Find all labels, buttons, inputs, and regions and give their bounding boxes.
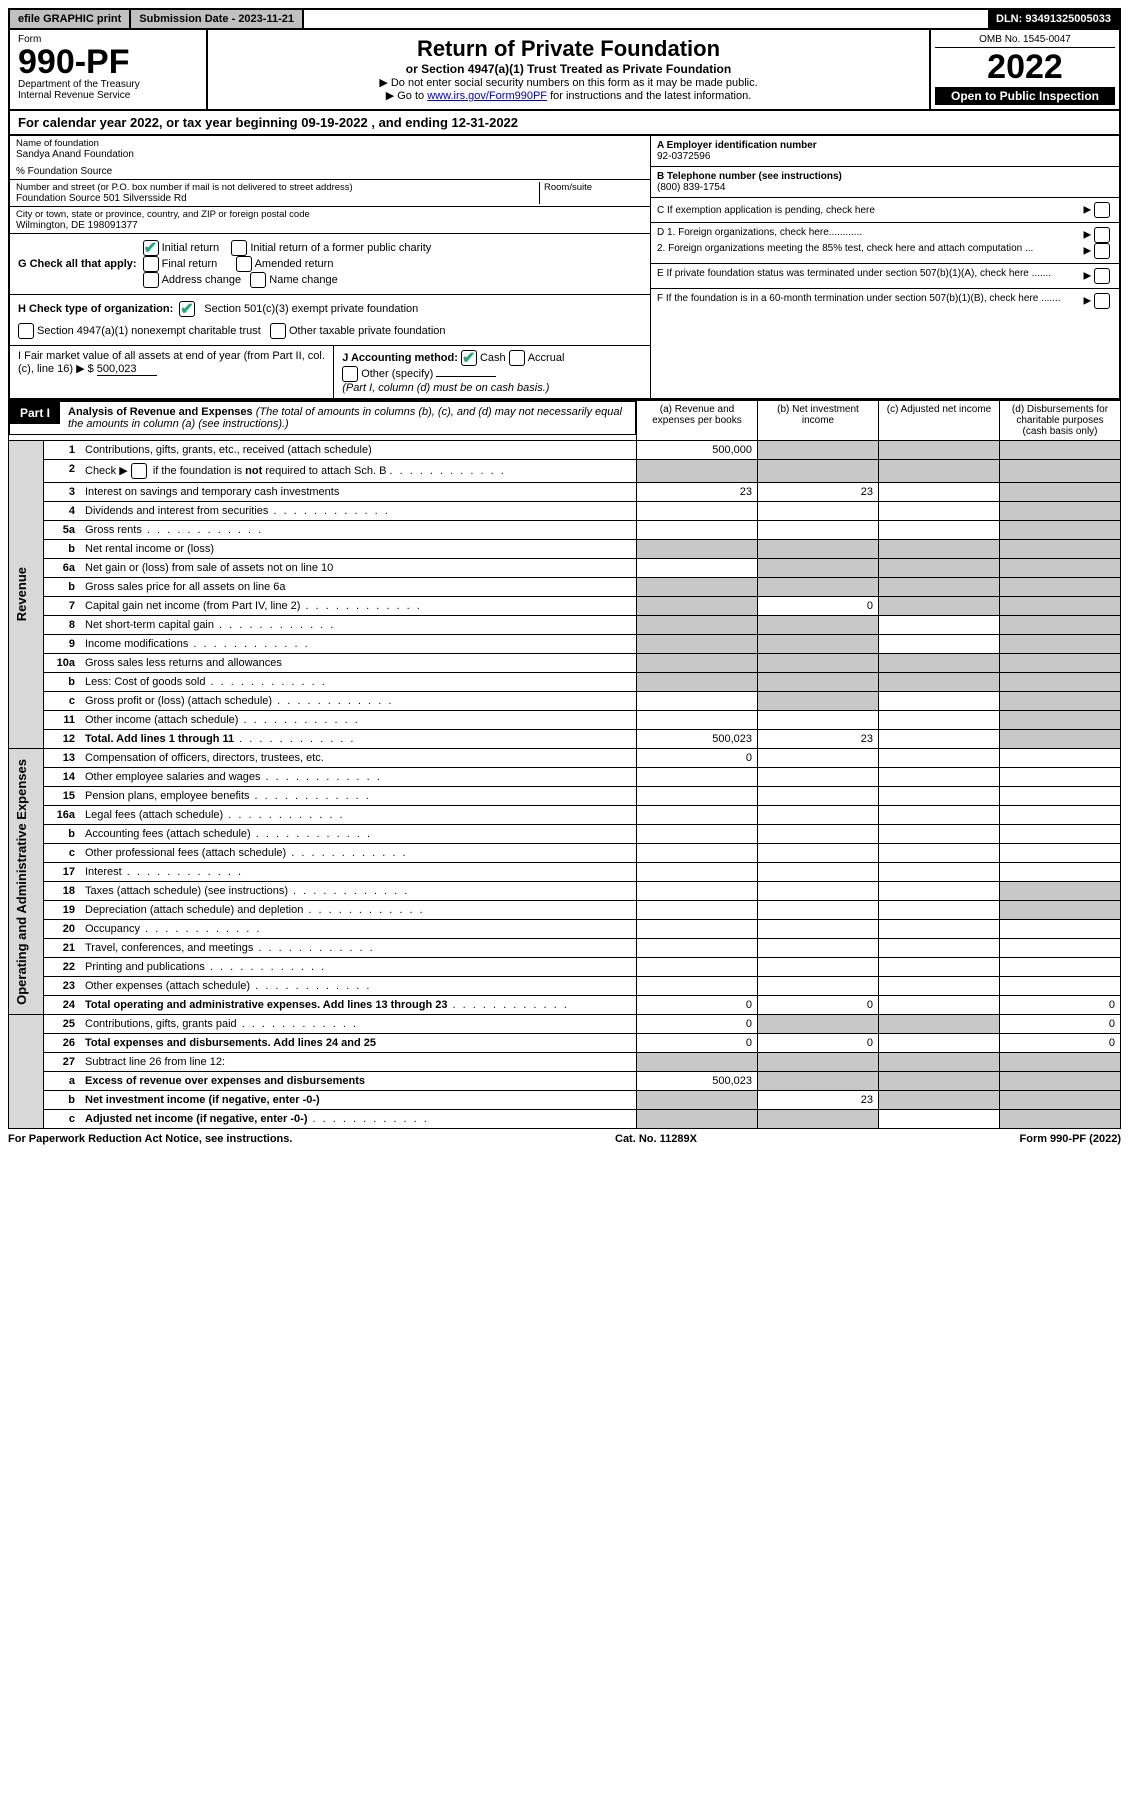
e-checkbox[interactable] [1094, 268, 1110, 284]
d2-checkbox[interactable] [1094, 243, 1110, 259]
e-label: E If private foundation status was termi… [657, 268, 1051, 284]
note2: ▶ Go to www.irs.gov/Form990PF for instru… [216, 89, 921, 102]
care-of: % Foundation Source [16, 166, 644, 177]
note1: ▶ Do not enter social security numbers o… [216, 76, 921, 89]
f-label: F If the foundation is in a 60-month ter… [657, 293, 1061, 309]
name-change-checkbox[interactable] [250, 272, 266, 288]
col-a: (a) Revenue and expenses per books [637, 401, 758, 441]
top-bar: efile GRAPHIC print Submission Date - 20… [8, 8, 1121, 30]
d1: D 1. Foreign organizations, check here..… [657, 227, 862, 243]
irs: Internal Revenue Service [18, 90, 198, 101]
col-b: (b) Net investment income [758, 401, 879, 441]
omb: OMB No. 1545-0047 [935, 34, 1115, 48]
dln: DLN: 93491325005033 [988, 10, 1119, 28]
j-label: J Accounting method: [342, 352, 458, 364]
submission-date: Submission Date - 2023-11-21 [131, 10, 304, 28]
name-label: Name of foundation [16, 138, 644, 149]
info-block: Name of foundation Sandya Anand Foundati… [8, 136, 1121, 400]
c-label: C If exemption application is pending, c… [657, 205, 875, 216]
form-ref: Form 990-PF (2022) [1020, 1133, 1121, 1145]
form-header: Form 990-PF Department of the Treasury I… [8, 30, 1121, 111]
final-return-checkbox[interactable] [143, 256, 159, 272]
address: Foundation Source 501 Silversside Rd [16, 193, 539, 204]
c-checkbox[interactable] [1094, 202, 1110, 218]
room-label: Room/suite [544, 182, 644, 193]
revenue-label: Revenue [14, 567, 29, 621]
city-label: City or town, state or province, country… [16, 209, 644, 220]
i-label: I Fair market value of all assets at end… [18, 350, 325, 375]
j-note: (Part I, column (d) must be on cash basi… [342, 382, 549, 394]
form-subtitle: or Section 4947(a)(1) Trust Treated as P… [216, 62, 921, 76]
phone: (800) 839-1754 [657, 182, 725, 193]
header-center: Return of Private Foundation or Section … [208, 30, 929, 109]
part1-table: Part I Analysis of Revenue and Expenses … [8, 400, 1121, 1129]
dept: Department of the Treasury [18, 79, 198, 90]
f-checkbox[interactable] [1094, 293, 1110, 309]
city: Wilmington, DE 198091377 [16, 220, 644, 231]
efile-label: efile GRAPHIC print [10, 10, 131, 28]
g-label: G Check all that apply: [18, 258, 137, 270]
a-label: A Employer identification number [657, 140, 817, 151]
form-number: 990-PF [18, 45, 198, 79]
ein: 92-0372596 [657, 151, 710, 162]
other-method-checkbox[interactable] [342, 366, 358, 382]
fmv-value: 500,023 [97, 363, 157, 376]
address-change-checkbox[interactable] [143, 272, 159, 288]
addr-label: Number and street (or P.O. box number if… [16, 182, 539, 193]
cash-checkbox[interactable] [461, 350, 477, 366]
d2: 2. Foreign organizations meeting the 85%… [657, 243, 1033, 259]
footer: For Paperwork Reduction Act Notice, see … [8, 1129, 1121, 1145]
col-d: (d) Disbursements for charitable purpose… [1000, 401, 1121, 441]
cal-year: For calendar year 2022, or tax year begi… [8, 111, 1121, 136]
d1-checkbox[interactable] [1094, 227, 1110, 243]
paperwork-notice: For Paperwork Reduction Act Notice, see … [8, 1133, 292, 1145]
schb-checkbox[interactable] [131, 463, 147, 479]
4947-checkbox[interactable] [18, 323, 34, 339]
header-left: Form 990-PF Department of the Treasury I… [10, 30, 208, 109]
amended-return-checkbox[interactable] [236, 256, 252, 272]
initial-former-checkbox[interactable] [231, 240, 247, 256]
opexp-label: Operating and Administrative Expenses [14, 759, 29, 1005]
b-label: B Telephone number (see instructions) [657, 171, 842, 182]
h-label: H Check type of organization: [18, 303, 173, 315]
other-taxable-checkbox[interactable] [270, 323, 286, 339]
open-inspection: Open to Public Inspection [935, 87, 1115, 105]
501c3-checkbox[interactable] [179, 301, 195, 317]
part1-label: Part I [10, 402, 60, 424]
initial-return-checkbox[interactable] [143, 240, 159, 256]
header-right: OMB No. 1545-0047 2022 Open to Public In… [929, 30, 1119, 109]
form-title: Return of Private Foundation [216, 36, 921, 62]
foundation-name: Sandya Anand Foundation [16, 149, 644, 160]
col-c: (c) Adjusted net income [879, 401, 1000, 441]
irs-link[interactable]: www.irs.gov/Form990PF [427, 90, 547, 102]
cat-no: Cat. No. 11289X [615, 1133, 697, 1145]
tax-year: 2022 [935, 48, 1115, 87]
accrual-checkbox[interactable] [509, 350, 525, 366]
